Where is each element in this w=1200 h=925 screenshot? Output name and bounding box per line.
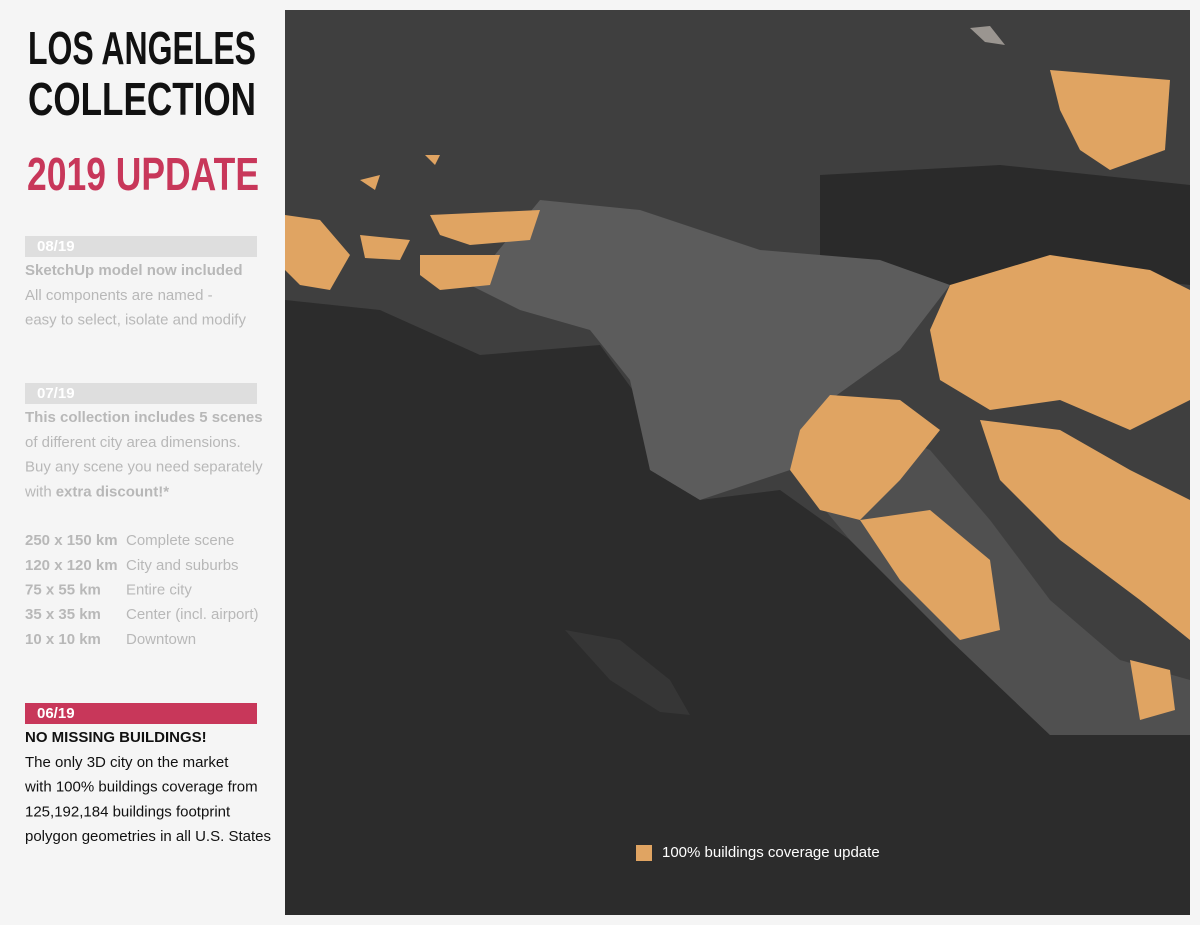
scene-name: Complete scene	[126, 532, 234, 549]
scene-size: 120 x 120 km	[25, 557, 118, 574]
body-line: The only 3D city on the market	[25, 754, 229, 771]
scene-size: 75 x 55 km	[25, 581, 101, 598]
legend-label: 100% buildings coverage update	[662, 844, 880, 861]
emphasis: extra discount!*	[56, 483, 170, 500]
city-area	[800, 420, 1190, 735]
date: 06/19	[37, 705, 75, 722]
title: LOS ANGELES	[28, 22, 256, 74]
subtitle: 2019 UPDATE	[27, 148, 259, 200]
scene-size: 35 x 35 km	[25, 606, 101, 623]
lake	[970, 26, 1005, 45]
body-line: with 100% buildings coverage from	[24, 779, 258, 796]
city-area	[470, 200, 950, 500]
heading: NO MISSING BUILDINGS!	[25, 729, 207, 746]
scene-name: Center (incl. airport)	[126, 606, 259, 623]
scene-name: City and suburbs	[126, 557, 239, 574]
coverage-areas	[285, 70, 1190, 720]
body-line: of different city area dimensions.	[25, 434, 241, 451]
body-line: Buy any scene you need separately	[25, 459, 263, 476]
date-bar	[25, 236, 257, 257]
date-bar	[25, 703, 257, 724]
map: 100% buildings coverage update	[285, 10, 1190, 915]
heading: This collection includes 5 scenes	[25, 409, 263, 426]
date-bar	[25, 383, 257, 404]
body-line: with extra discount!*	[24, 483, 169, 500]
body-text: with	[24, 483, 52, 500]
scene-name: Entire city	[126, 581, 192, 598]
body-line: polygon geometries in all U.S. States	[25, 828, 271, 845]
scene-name: Downtown	[126, 631, 196, 648]
body-line: 125,192,184 buildings footprint	[25, 803, 231, 820]
heading: SketchUp model now included	[25, 262, 243, 279]
date: 08/19	[37, 238, 75, 255]
date: 07/19	[37, 385, 75, 402]
body-line: All components are named -	[25, 287, 213, 304]
scene-size: 10 x 10 km	[25, 631, 101, 648]
body-line: easy to select, isolate and modify	[25, 312, 246, 329]
scene-size: 250 x 150 km	[25, 532, 118, 549]
title: COLLECTION	[28, 73, 256, 125]
legend-swatch	[636, 845, 652, 861]
mountains	[820, 165, 1190, 285]
island	[565, 630, 690, 715]
